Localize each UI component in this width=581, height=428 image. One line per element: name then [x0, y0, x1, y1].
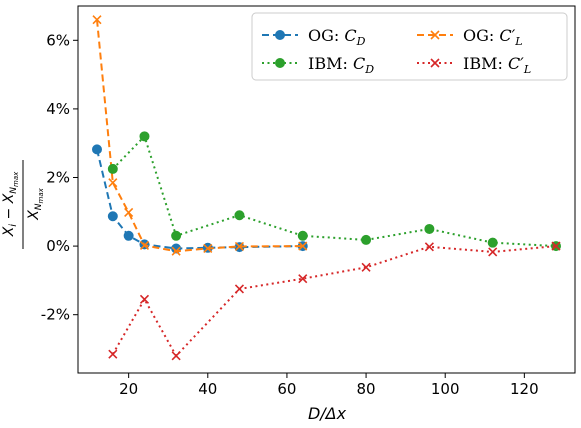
data-point: [487, 237, 498, 248]
series-1: [92, 15, 308, 256]
y-tick-label: 6%: [46, 31, 70, 49]
y-tick-label: 0%: [46, 237, 70, 255]
data-point: [297, 230, 308, 241]
x-tick-label: 20: [119, 380, 138, 398]
legend: OG: CD IBM: CD OG: C′L IBM: C′L: [251, 12, 568, 81]
x-tick-label: 60: [277, 380, 296, 398]
data-point: [551, 241, 561, 251]
series-3: [108, 241, 561, 361]
data-point: [139, 240, 150, 250]
svg-text:XNmax: XNmax: [26, 187, 45, 220]
data-point: [171, 246, 181, 256]
legend-entry: OG: CD: [262, 26, 366, 48]
series-2: [107, 131, 562, 252]
data-point: [234, 241, 245, 252]
data-point: [108, 349, 118, 359]
legend-entry: IBM: CD: [262, 54, 374, 76]
x-axis-label: D/Δx: [308, 404, 347, 423]
data-point: [298, 274, 308, 284]
data-point: [139, 131, 150, 142]
data-point: [123, 230, 134, 241]
data-point: [92, 15, 102, 25]
series-line: [95, 19, 303, 253]
data-point: [107, 211, 118, 222]
axes-frame: [77, 5, 576, 374]
y-axis-label-denominator: X: [26, 210, 42, 221]
legend-entry: OG: C′L: [417, 26, 523, 48]
y-axis-label: Xi − XNmax XNmax: [1, 160, 45, 249]
y-tick-label: -2%: [41, 306, 70, 324]
svg-text:Xi − XNmax: Xi − XNmax: [1, 171, 20, 237]
legend-label: OG: CD: [308, 26, 366, 48]
legend-box: [251, 12, 568, 81]
y-tick-label: 4%: [46, 100, 70, 118]
legend-label: OG: C′L: [463, 26, 523, 48]
legend-marker: [430, 58, 440, 68]
data-point: [234, 210, 245, 221]
data-point: [124, 207, 134, 218]
x-tick-label: 80: [357, 380, 376, 398]
legend-marker: [275, 58, 285, 68]
x-tick-label: 40: [198, 380, 217, 398]
plot-area: [91, 15, 562, 361]
legend-entry: IBM: C′L: [417, 54, 531, 76]
data-point: [488, 247, 498, 257]
legend-label: IBM: C′L: [463, 54, 531, 76]
data-point: [424, 223, 435, 234]
x-tick-label: 120: [510, 380, 539, 398]
legend-label: IBM: CD: [308, 54, 374, 76]
series-0: [91, 144, 308, 254]
data-point: [234, 284, 245, 294]
legend-marker: [430, 30, 440, 40]
data-point: [108, 178, 118, 188]
y-axis-ticks: -2% 0% 2% 4% 6%: [41, 31, 78, 324]
y-axis-label-numerator: X: [1, 226, 17, 237]
data-point: [91, 144, 102, 155]
axes: [77, 5, 576, 374]
y-tick-label: 2%: [46, 168, 70, 186]
data-point: [424, 242, 434, 252]
data-point: [171, 230, 182, 241]
data-point: [171, 351, 181, 361]
data-point: [203, 243, 213, 254]
data-point: [361, 262, 371, 272]
data-point: [298, 241, 308, 251]
x-tick-label: 100: [431, 380, 460, 398]
data-point: [139, 294, 150, 304]
data-point: [361, 234, 372, 245]
series-line: [112, 134, 557, 248]
data-point: [107, 163, 118, 174]
series-line: [111, 245, 557, 358]
legend-marker: [275, 30, 285, 40]
x-axis-ticks: 20 40 60 80 100 120: [119, 373, 539, 398]
